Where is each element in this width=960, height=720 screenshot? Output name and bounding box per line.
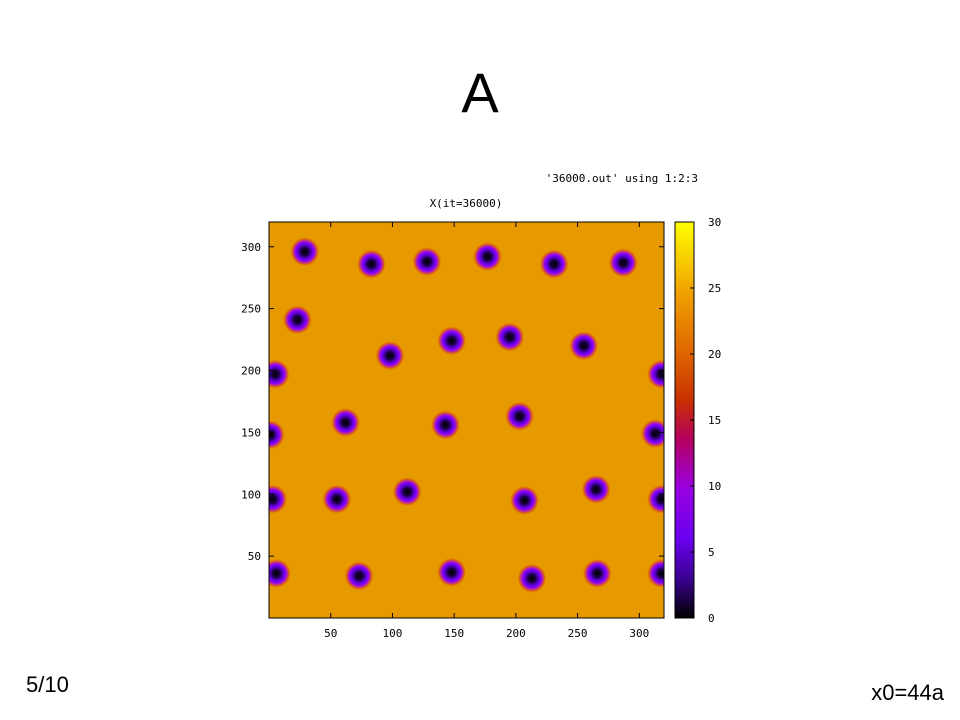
spot-3: [472, 241, 503, 272]
y-axis: 50 100 150 200 250 300: [241, 241, 664, 563]
legend-label: '36000.out' using 1:2:3: [546, 172, 698, 185]
spot-23: [646, 484, 664, 515]
spot-18: [392, 476, 423, 507]
spot-21: [581, 474, 612, 505]
colorbar-tick-label: 5: [708, 546, 715, 559]
colorbar-tick-label: 0: [708, 612, 715, 625]
x-tick-label: 100: [383, 627, 403, 640]
y-tick-label: 150: [241, 426, 261, 439]
spot-26: [436, 557, 467, 588]
spot-9: [568, 330, 599, 361]
spot-20: [509, 485, 540, 516]
spot-1: [356, 249, 387, 280]
y-tick-label: 250: [241, 303, 261, 316]
spot-12: [646, 359, 664, 390]
spot-8: [494, 322, 525, 353]
chart-title: X(it=36000): [430, 197, 503, 210]
x-tick-label: 300: [629, 627, 649, 640]
spot-2: [412, 246, 442, 277]
spot-0: [289, 236, 320, 267]
y-tick-label: 50: [248, 550, 261, 563]
plot-frame: [268, 221, 665, 619]
page-number: 5/10: [26, 672, 69, 697]
x-axis: 50 100 150 200 250 300: [324, 222, 649, 640]
colorbar-tick-label: 25: [708, 282, 721, 295]
spot-19: [321, 484, 352, 515]
y-tick-label: 300: [241, 241, 261, 254]
spot-24: [269, 558, 292, 589]
colorbar-tick-label: 20: [708, 348, 721, 361]
spot-10: [374, 340, 405, 371]
parameter-note: x0=44a: [871, 680, 944, 705]
spot-28: [582, 558, 613, 589]
spot-22: [269, 484, 288, 515]
y-tick-label: 100: [241, 488, 261, 501]
x-tick-label: 150: [444, 627, 464, 640]
spot-13: [330, 407, 361, 438]
spot-11: [269, 359, 291, 390]
spot-15: [504, 401, 535, 432]
spot-25: [344, 560, 375, 591]
spot-17: [269, 419, 286, 450]
x-tick-label: 50: [324, 627, 337, 640]
spot-7: [436, 325, 467, 356]
spot-29: [646, 558, 664, 589]
colorbar-axis: 0 5 10 15 20 25 30: [690, 216, 721, 625]
spot-5: [608, 247, 639, 278]
spots-layer: [269, 236, 664, 594]
colorbar-tick-label: 15: [708, 414, 721, 427]
spot-27: [516, 563, 547, 594]
spot-16: [640, 418, 664, 449]
spot-4: [539, 249, 570, 280]
slide-title: A: [461, 61, 499, 124]
x-tick-label: 200: [506, 627, 526, 640]
spot-6: [282, 304, 313, 335]
x-tick-label: 250: [568, 627, 588, 640]
plot-background: [269, 222, 664, 618]
colorbar-tick-label: 10: [708, 480, 721, 493]
colorbar-tick-label: 30: [708, 216, 721, 229]
spot-14: [430, 409, 461, 440]
y-tick-label: 200: [241, 365, 261, 378]
